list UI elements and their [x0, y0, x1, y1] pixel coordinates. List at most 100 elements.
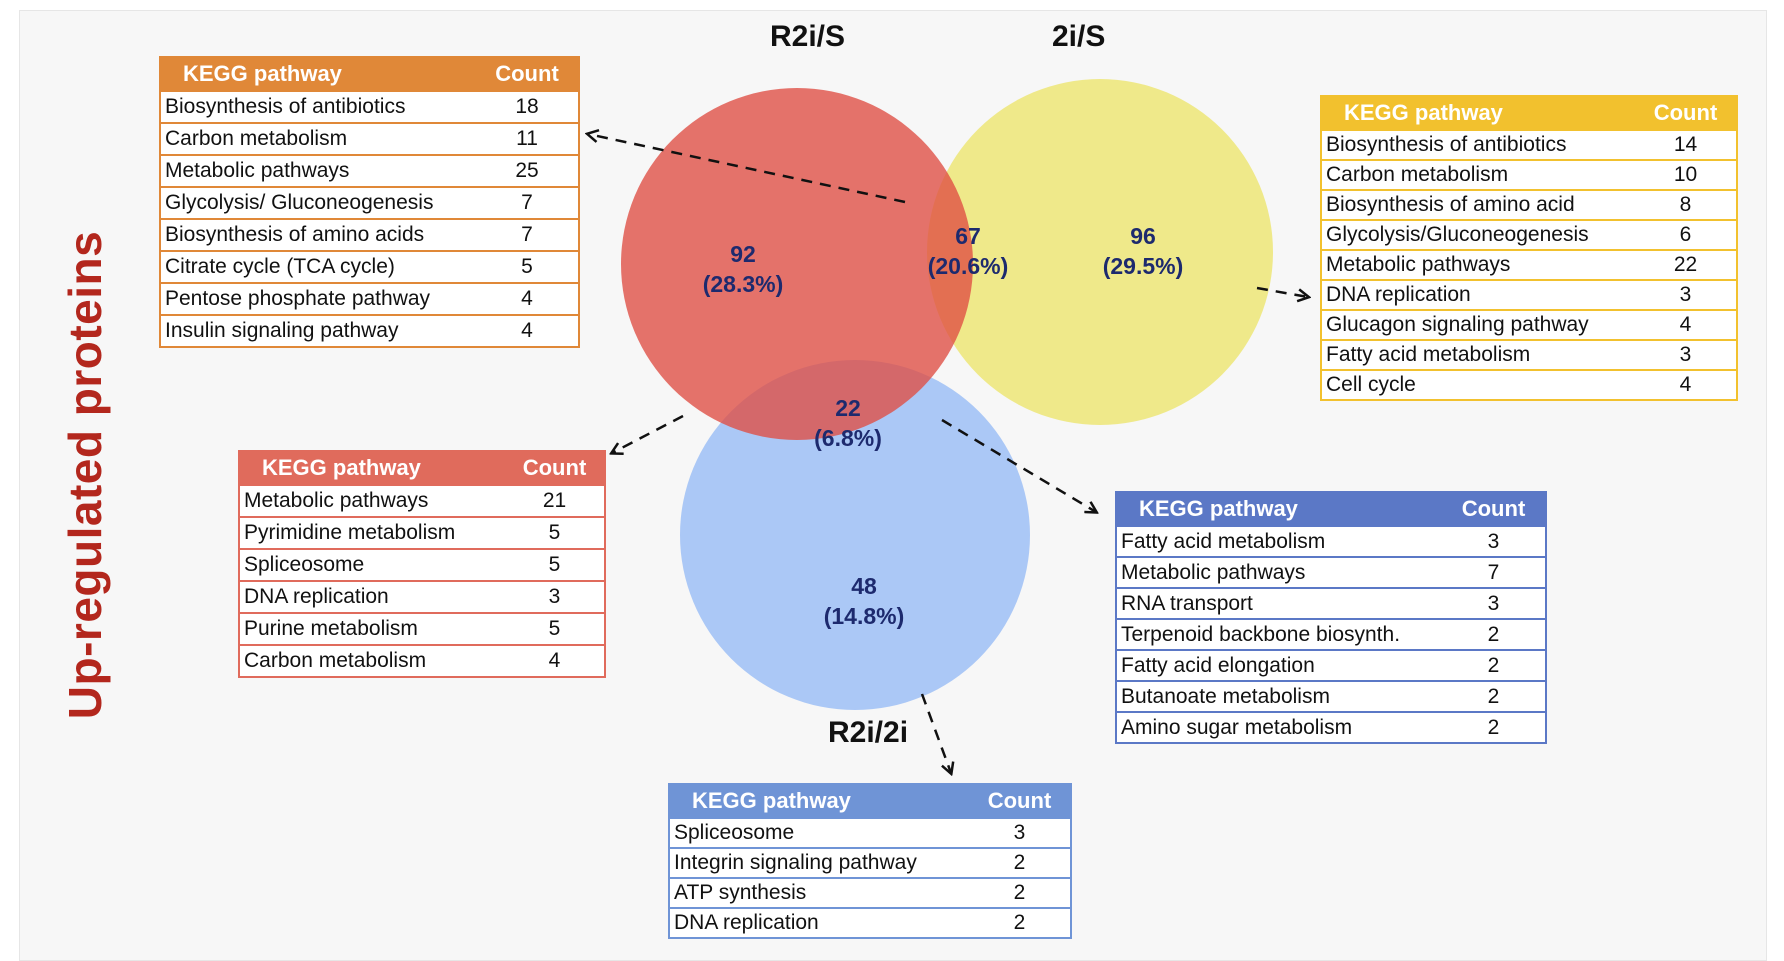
table-row: Metabolic pathways 22 [1321, 249, 1737, 280]
pathway-cell: Metabolic pathways [1321, 249, 1635, 280]
arrow-to-mid-left-table [612, 414, 684, 453]
table-row: Carbon metabolism 10 [1321, 159, 1737, 190]
table-row: RNA transport 3 [1116, 587, 1546, 619]
table-row: Fatty acid elongation 2 [1116, 649, 1546, 681]
column-header-count: Count [1635, 96, 1737, 130]
pathway-cell: Cell cycle [1321, 369, 1635, 400]
column-header-count: Count [1442, 492, 1546, 526]
count-cell: 6 [1635, 219, 1737, 250]
table-row: Glycolysis/ Gluconeogenesis 7 [160, 186, 579, 219]
pathway-cell: Carbon metabolism [239, 644, 505, 677]
count-cell: 5 [476, 250, 579, 283]
table-row: Amino sugar metabolism 2 [1116, 711, 1546, 743]
column-header-count: Count [476, 57, 579, 91]
column-header-pathway: KEGG pathway [669, 784, 969, 818]
pathway-cell: RNA transport [1116, 587, 1442, 619]
yellow-circle-2i-s [927, 79, 1273, 425]
pathway-cell: Metabolic pathways [239, 484, 505, 517]
pathway-cell: Carbon metabolism [1321, 159, 1635, 190]
table-row: Glycolysis/Gluconeogenesis 6 [1321, 219, 1737, 250]
count-cell: 2 [969, 847, 1071, 878]
table-row: Spliceosome 3 [669, 817, 1071, 848]
count-cell: 21 [505, 484, 605, 517]
pathway-cell: Pentose phosphate pathway [160, 282, 476, 315]
count-cell: 8 [1635, 189, 1737, 220]
count-cell: 2 [1442, 649, 1546, 681]
count-cell: 2 [1442, 680, 1546, 712]
region-count: 22 [835, 395, 861, 421]
table-row: Carbon metabolism 4 [239, 644, 605, 677]
table-row: Glucagon signaling pathway 4 [1321, 309, 1737, 340]
region-label-overlap-top: 67 (20.6%) [928, 221, 1009, 281]
table-row: Biosynthesis of antibiotics 14 [1321, 129, 1737, 160]
count-cell: 5 [505, 612, 605, 645]
region-percent: (20.6%) [927, 253, 1009, 279]
pathway-cell: DNA replication [239, 580, 505, 613]
arrow-to-right-table [1256, 286, 1308, 297]
count-cell: 3 [505, 580, 605, 613]
set-title-2i-s: 2i/S [1052, 20, 1106, 53]
region-label-r2i-s-only: 92 (28.3%) [703, 239, 784, 299]
column-header-count: Count [969, 784, 1071, 818]
kegg-table-top-left: KEGG pathway Count Biosynthesis of antib… [159, 56, 580, 348]
region-percent: (29.5%) [1102, 253, 1184, 279]
region-percent: (28.3%) [702, 271, 784, 297]
kegg-table-mid-right: KEGG pathway Count Fatty acid metabolism… [1115, 491, 1547, 744]
count-cell: 2 [969, 907, 1071, 938]
table-row: ATP synthesis 2 [669, 877, 1071, 908]
kegg-table-right: KEGG pathway Count Biosynthesis of antib… [1320, 95, 1738, 401]
region-count: 67 [955, 223, 981, 249]
red-circle-r2i-s [621, 88, 973, 440]
count-cell: 25 [476, 154, 579, 187]
region-label-r2i-2i-only: 48 (14.8%) [824, 571, 905, 631]
table-row: Metabolic pathways 25 [160, 154, 579, 187]
pathway-cell: Glucagon signaling pathway [1321, 309, 1635, 340]
count-cell: 2 [1442, 711, 1546, 743]
pathway-cell: Terpenoid backbone biosynth. [1116, 618, 1442, 650]
count-cell: 4 [476, 314, 579, 347]
arrow-to-top-left-table [588, 134, 906, 204]
count-cell: 5 [505, 548, 605, 581]
table-row: Carbon metabolism 11 [160, 122, 579, 155]
count-cell: 3 [1442, 525, 1546, 557]
kegg-table-mid-left: KEGG pathway Count Metabolic pathways 21 … [238, 450, 606, 678]
table-row: DNA replication 2 [669, 907, 1071, 938]
pathway-cell: Glycolysis/ Gluconeogenesis [160, 186, 476, 219]
count-cell: 2 [1442, 618, 1546, 650]
pathway-cell: ATP synthesis [669, 877, 969, 908]
region-count: 92 [730, 241, 756, 267]
pathway-cell: Glycolysis/Gluconeogenesis [1321, 219, 1635, 250]
pathway-cell: Fatty acid metabolism [1116, 525, 1442, 557]
table-row: DNA replication 3 [1321, 279, 1737, 310]
count-cell: 10 [1635, 159, 1737, 190]
count-cell: 3 [1635, 279, 1737, 310]
column-header-pathway: KEGG pathway [239, 451, 505, 485]
count-cell: 7 [1442, 556, 1546, 588]
table-row: Integrin signaling pathway 2 [669, 847, 1071, 878]
arrow-to-mid-right-table [941, 418, 1096, 512]
table-row: DNA replication 3 [239, 580, 605, 613]
arrow-to-bottom-table [920, 693, 951, 773]
pathway-cell: Spliceosome [239, 548, 505, 581]
count-cell: 7 [476, 186, 579, 219]
region-count: 48 [851, 573, 877, 599]
table-row: Metabolic pathways 7 [1116, 556, 1546, 588]
count-cell: 3 [1635, 339, 1737, 370]
pathway-cell: Butanoate metabolism [1116, 680, 1442, 712]
count-cell: 4 [1635, 369, 1737, 400]
pathway-cell: Integrin signaling pathway [669, 847, 969, 878]
column-header-count: Count [505, 451, 605, 485]
pathway-cell: DNA replication [1321, 279, 1635, 310]
count-cell: 4 [505, 644, 605, 677]
blue-circle-r2i-2i [680, 360, 1030, 710]
pathway-cell: Carbon metabolism [160, 122, 476, 155]
count-cell: 7 [476, 218, 579, 251]
pathway-cell: Biosynthesis of antibiotics [160, 90, 476, 123]
pathway-cell: Fatty acid metabolism [1321, 339, 1635, 370]
region-label-2i-s-only: 96 (29.5%) [1103, 221, 1184, 281]
kegg-table-bottom: KEGG pathway Count Spliceosome 3 Integrin… [668, 783, 1072, 939]
table-row: Pyrimidine metabolism 5 [239, 516, 605, 549]
table-row: Pentose phosphate pathway 4 [160, 282, 579, 315]
set-title-r2i-2i: R2i/2i [828, 716, 909, 749]
region-percent: (6.8%) [814, 425, 882, 451]
